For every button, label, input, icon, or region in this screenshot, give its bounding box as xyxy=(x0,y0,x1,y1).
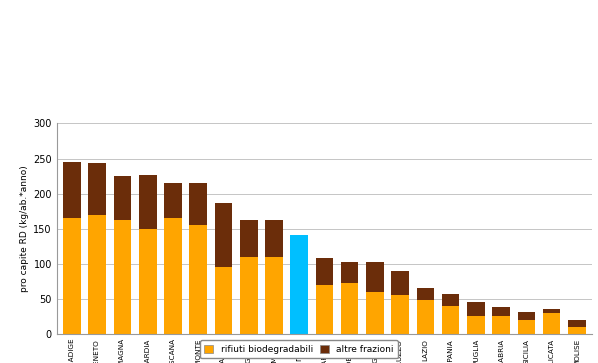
Bar xyxy=(391,295,409,334)
Bar xyxy=(240,220,258,257)
Bar xyxy=(517,320,535,334)
Bar xyxy=(265,220,283,257)
Bar xyxy=(89,215,106,334)
Bar xyxy=(341,284,358,334)
Bar xyxy=(366,262,384,292)
Bar xyxy=(63,162,81,218)
Bar xyxy=(492,317,510,334)
Bar xyxy=(467,302,485,317)
Bar xyxy=(215,203,232,267)
Bar xyxy=(114,176,132,220)
Bar xyxy=(341,262,358,284)
Bar xyxy=(190,183,207,225)
Bar xyxy=(265,257,283,334)
Bar xyxy=(240,257,258,334)
Bar xyxy=(366,292,384,334)
Bar xyxy=(164,183,182,218)
Bar xyxy=(114,220,132,334)
Bar xyxy=(190,225,207,334)
Bar xyxy=(63,218,81,334)
Bar xyxy=(442,294,459,306)
Bar xyxy=(215,267,232,334)
Bar xyxy=(316,285,333,334)
Bar xyxy=(139,175,157,229)
Bar xyxy=(417,287,434,300)
Bar xyxy=(89,163,106,215)
Bar xyxy=(391,271,409,295)
Bar xyxy=(543,309,560,313)
Bar xyxy=(316,258,333,285)
Bar xyxy=(543,313,560,334)
Y-axis label: pro capite RD (kg/ab.*anno): pro capite RD (kg/ab.*anno) xyxy=(20,165,29,292)
Bar xyxy=(291,235,308,334)
Bar xyxy=(139,229,157,334)
Bar xyxy=(467,317,485,334)
Legend: rifiuti biodegradabili, altre frazioni: rifiuti biodegradabili, altre frazioni xyxy=(200,340,398,358)
Bar xyxy=(568,327,585,334)
Bar xyxy=(417,300,434,334)
Bar xyxy=(442,306,459,334)
Bar xyxy=(492,307,510,317)
Bar xyxy=(568,320,585,327)
Bar xyxy=(164,218,182,334)
Bar xyxy=(517,311,535,320)
